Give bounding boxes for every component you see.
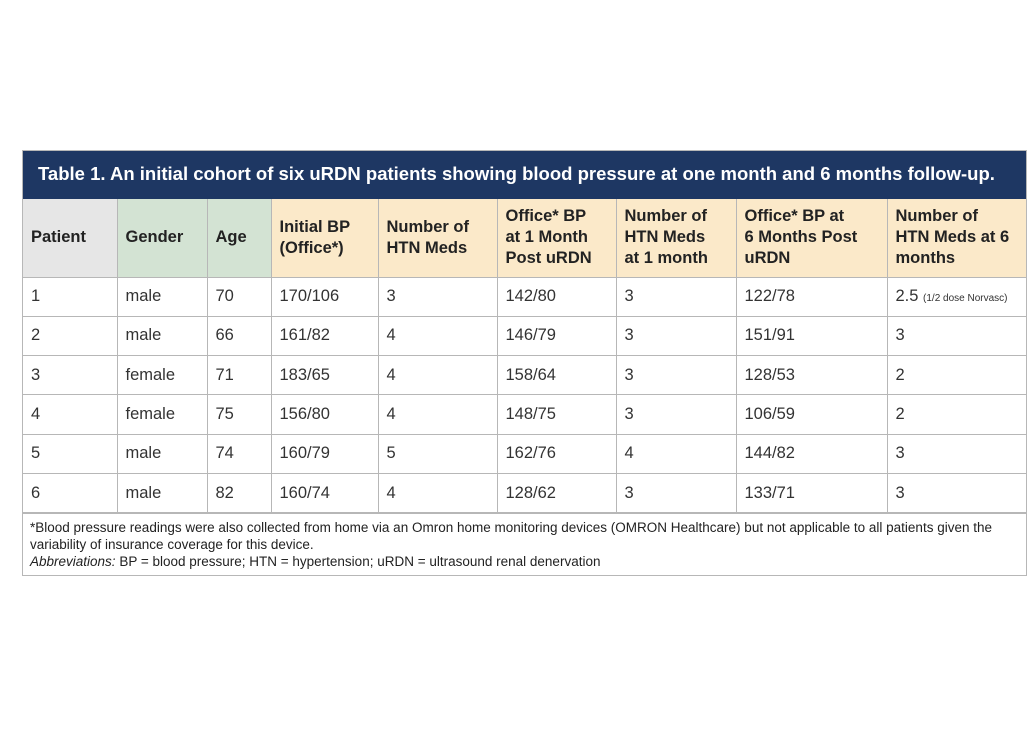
cell-bp-6m: 133/71 xyxy=(735,472,888,514)
cell-gender: female xyxy=(116,394,208,435)
cell-age: 71 xyxy=(206,355,272,396)
cell-meds-1m: 4 xyxy=(615,433,737,474)
cell-age: 75 xyxy=(206,394,272,435)
abbreviations-label: Abbreviations: xyxy=(30,554,116,570)
cell-patient: 4 xyxy=(23,394,118,435)
abbreviations-line: Abbreviations: BP = blood pressure; HTN … xyxy=(30,553,1019,570)
cell-age: 82 xyxy=(206,472,272,514)
cell-bp-6m: 106/59 xyxy=(735,394,888,435)
cell-initial-bp: 170/106 xyxy=(270,276,379,317)
cell-age: 70 xyxy=(206,276,272,317)
cell-age: 66 xyxy=(206,315,272,357)
cell-meds: 5 xyxy=(377,433,498,474)
header-bp-6-months: Office* BP at 6 Months Post uRDN xyxy=(735,199,888,278)
cell-patient: 2 xyxy=(23,315,118,357)
cell-patient: 1 xyxy=(23,276,118,317)
header-meds-1-month: Number of HTN Meds at 1 month xyxy=(615,199,737,278)
cell-bp-1m: 146/79 xyxy=(496,315,617,357)
table-row: 1 male 70 170/106 3 142/80 3 122/78 2.5 … xyxy=(23,276,1026,317)
header-row: Patient Gender Age Initial BP (Office*) N… xyxy=(23,199,1026,278)
table-row: 3 female 71 183/65 4 158/64 3 128/53 2 xyxy=(23,355,1026,396)
header-number-htn-meds: Number of HTN Meds xyxy=(377,199,498,278)
cell-meds: 4 xyxy=(377,355,498,396)
table-row: 4 female 75 156/80 4 148/75 3 106/59 2 xyxy=(23,394,1026,435)
meds-6m-note: (1/2 dose Norvasc) xyxy=(923,293,1008,305)
meds-6m-value: 2.5 xyxy=(895,287,919,306)
cell-meds-6m: 3 xyxy=(886,315,1026,357)
header-age: Age xyxy=(206,199,272,278)
results-table: Table 1. An initial cohort of six uRDN p… xyxy=(22,150,1027,577)
cell-meds: 3 xyxy=(377,276,498,317)
cell-initial-bp: 160/79 xyxy=(270,433,379,474)
cell-gender: male xyxy=(116,315,208,357)
footnote-text: *Blood pressure readings were also colle… xyxy=(30,520,992,553)
header-patient: Patient xyxy=(23,199,118,278)
cell-initial-bp: 160/74 xyxy=(270,472,379,514)
cell-meds-6m: 3 xyxy=(886,472,1026,514)
cell-meds-1m: 3 xyxy=(615,472,737,514)
table-row: 6 male 82 160/74 4 128/62 3 133/71 3 xyxy=(23,472,1026,514)
cell-meds-6m: 2 xyxy=(886,394,1026,435)
abbreviations-text: BP = blood pressure; HTN = hypertension;… xyxy=(115,554,601,570)
cell-meds: 4 xyxy=(377,315,498,357)
cell-gender: male xyxy=(116,276,208,317)
cell-initial-bp: 183/65 xyxy=(270,355,379,396)
cell-patient: 5 xyxy=(23,433,118,474)
cell-gender: male xyxy=(116,433,208,474)
header-bp-1-month: Office* BP at 1 Month Post uRDN xyxy=(496,199,617,278)
cell-bp-6m: 151/91 xyxy=(735,315,888,357)
table-footnote: *Blood pressure readings were also colle… xyxy=(23,513,1026,575)
cell-gender: female xyxy=(116,355,208,396)
cell-meds-1m: 3 xyxy=(615,394,737,435)
cell-initial-bp: 161/82 xyxy=(270,315,379,357)
cell-bp-1m: 148/75 xyxy=(496,394,617,435)
header-gender: Gender xyxy=(116,199,208,278)
table-row: 5 male 74 160/79 5 162/76 4 144/82 3 xyxy=(23,433,1026,474)
cell-meds-1m: 3 xyxy=(615,315,737,357)
cell-bp-6m: 144/82 xyxy=(735,433,888,474)
cell-bp-1m: 142/80 xyxy=(496,276,617,317)
cell-meds-6m: 3 xyxy=(886,433,1026,474)
cell-bp-1m: 158/64 xyxy=(496,355,617,396)
cell-meds: 4 xyxy=(377,394,498,435)
header-initial-bp: Initial BP (Office*) xyxy=(270,199,379,278)
cell-meds-1m: 3 xyxy=(615,276,737,317)
cell-meds-6m: 2 xyxy=(886,355,1026,396)
cell-meds-1m: 3 xyxy=(615,355,737,396)
table-row: 2 male 66 161/82 4 146/79 3 151/91 3 xyxy=(23,315,1026,357)
cell-meds-6m: 2.5 (1/2 dose Norvasc) xyxy=(886,276,1026,317)
cell-bp-1m: 128/62 xyxy=(496,472,617,514)
cell-bp-1m: 162/76 xyxy=(496,433,617,474)
cell-gender: male xyxy=(116,472,208,514)
data-table: Patient Gender Age Initial BP (Office*) N… xyxy=(23,199,1026,514)
cell-patient: 3 xyxy=(23,355,118,396)
cell-age: 74 xyxy=(206,433,272,474)
table-title: Table 1. An initial cohort of six uRDN p… xyxy=(23,151,1026,199)
cell-initial-bp: 156/80 xyxy=(270,394,379,435)
header-meds-6-months: Number of HTN Meds at 6 months xyxy=(886,199,1026,278)
cell-bp-6m: 122/78 xyxy=(735,276,888,317)
cell-meds: 4 xyxy=(377,472,498,514)
cell-patient: 6 xyxy=(23,472,118,514)
cell-bp-6m: 128/53 xyxy=(735,355,888,396)
